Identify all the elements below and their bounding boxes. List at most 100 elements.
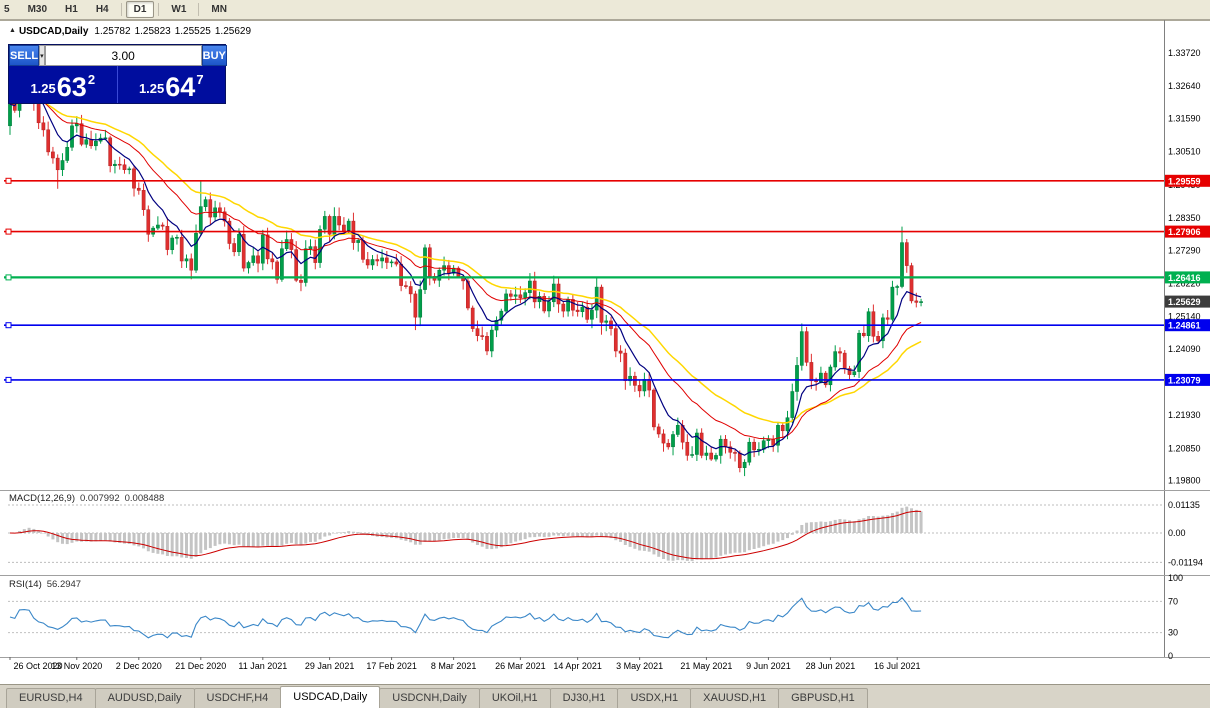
rsi-value: 56.2947 bbox=[46, 579, 82, 590]
svg-text:0.01135: 0.01135 bbox=[1168, 500, 1200, 510]
svg-text:1.29559: 1.29559 bbox=[1168, 176, 1201, 186]
chart-tab-usdchf-h4[interactable]: USDCHF,H4 bbox=[193, 688, 282, 708]
svg-text:0.00: 0.00 bbox=[1168, 528, 1186, 538]
chart-frame bbox=[0, 20, 1210, 658]
svg-text:11 Jan 2021: 11 Jan 2021 bbox=[238, 661, 287, 671]
svg-text:1.33720: 1.33720 bbox=[1168, 48, 1201, 58]
svg-text:0: 0 bbox=[1168, 651, 1173, 661]
buy-price-big: 64 bbox=[165, 72, 196, 102]
svg-text:26 Mar 2021: 26 Mar 2021 bbox=[495, 661, 546, 671]
sell-price-big: 63 bbox=[56, 72, 87, 102]
timeframe-toolbar: 5 M30 H1 H4 D1 W1 MN bbox=[0, 0, 1210, 20]
svg-text:14 Apr 2021: 14 Apr 2021 bbox=[553, 661, 602, 671]
chart-tab-eurusd-h4[interactable]: EURUSD,H4 bbox=[6, 688, 96, 708]
toolbar-separator bbox=[158, 3, 160, 16]
timeframe-button-H4[interactable]: H4 bbox=[95, 4, 109, 15]
svg-text:1.21930: 1.21930 bbox=[1168, 410, 1201, 420]
svg-text:1.27290: 1.27290 bbox=[1168, 246, 1201, 256]
sell-button[interactable]: SELL bbox=[9, 45, 40, 66]
chart-tab-usdcad-daily[interactable]: USDCAD,Daily bbox=[280, 686, 381, 708]
chart-tab-audusd-daily[interactable]: AUDUSD,Daily bbox=[94, 688, 195, 708]
svg-text:1.24861: 1.24861 bbox=[1168, 321, 1201, 331]
macd-value: 0.007992 bbox=[80, 493, 120, 504]
svg-text:1.27906: 1.27906 bbox=[1168, 227, 1201, 237]
svg-text:2 Dec 2020: 2 Dec 2020 bbox=[116, 661, 162, 671]
chart-tab-bar: EURUSD,H4 AUDUSD,Daily USDCHF,H4 USDCAD,Dai… bbox=[0, 684, 1210, 708]
chart-tab-gbpusd-h1[interactable]: GBPUSD,H1 bbox=[778, 688, 868, 708]
sell-price-sup: 2 bbox=[87, 72, 96, 87]
rsi-label: RSI(14) bbox=[9, 579, 42, 590]
low-value: 1.25525 bbox=[174, 26, 211, 37]
svg-text:16 Jul 2021: 16 Jul 2021 bbox=[874, 661, 921, 671]
timeframe-button-D1[interactable]: D1 bbox=[125, 1, 155, 18]
svg-text:8 Mar 2021: 8 Mar 2021 bbox=[431, 661, 477, 671]
moving-average-21 bbox=[9, 95, 922, 440]
timeframe-button-W1[interactable]: W1 bbox=[171, 4, 187, 15]
svg-text:21 Dec 2020: 21 Dec 2020 bbox=[175, 661, 226, 671]
svg-text:1.31590: 1.31590 bbox=[1168, 113, 1201, 123]
svg-text:100: 100 bbox=[1168, 573, 1183, 583]
timeframe-button-H1[interactable]: H1 bbox=[65, 4, 78, 15]
lot-size-input[interactable] bbox=[44, 45, 202, 66]
svg-text:1.32640: 1.32640 bbox=[1168, 81, 1201, 91]
rsi-header: RSI(14) 56.2947 bbox=[9, 579, 81, 590]
macd-signal-value: 0.008488 bbox=[124, 493, 165, 504]
svg-text:1.24090: 1.24090 bbox=[1168, 344, 1201, 354]
timeframe-button-M30[interactable]: M30 bbox=[27, 4, 48, 15]
buy-price-base: 1.25 bbox=[138, 81, 165, 96]
chart-canvas[interactable]: 1.337201.326401.315901.305101.294301.283… bbox=[0, 20, 1210, 684]
svg-text:1.26416: 1.26416 bbox=[1168, 273, 1201, 283]
lot-dropdown-button[interactable]: ▾ bbox=[39, 45, 45, 66]
toolbar-separator bbox=[120, 3, 122, 16]
sell-price-base: 1.25 bbox=[30, 81, 56, 96]
symbol-label: USDCAD,Daily bbox=[18, 26, 89, 37]
svg-text:-0.01194: -0.01194 bbox=[1168, 557, 1203, 567]
chart-tab-usdcnh-daily[interactable]: USDCNH,Daily bbox=[379, 688, 480, 708]
macd-header: MACD(12,26,9) 0.007992 0.008488 bbox=[9, 493, 164, 504]
chart-tab-usdx-h1[interactable]: USDX,H1 bbox=[617, 688, 692, 708]
chart-tab-dj30-h1[interactable]: DJ30,H1 bbox=[549, 688, 619, 708]
horizontal-lines[interactable] bbox=[4, 177, 1164, 383]
buy-price-sup: 7 bbox=[196, 72, 204, 87]
price-axis-badges: 1.29559 1.27906 1.26416 1.25629 1.24861 1.230… bbox=[1165, 174, 1210, 386]
svg-text:1.20850: 1.20850 bbox=[1168, 443, 1201, 453]
buy-button[interactable]: BUY bbox=[201, 45, 227, 66]
moving-average-8 bbox=[9, 85, 922, 456]
svg-text:21 May 2021: 21 May 2021 bbox=[680, 661, 732, 671]
chevron-down-icon: ▾ bbox=[40, 52, 44, 60]
buy-price-display[interactable]: 1.25 64 7 bbox=[116, 66, 226, 103]
svg-text:70: 70 bbox=[1168, 596, 1178, 606]
svg-text:1.25140: 1.25140 bbox=[1168, 312, 1201, 322]
close-value: 1.25629 bbox=[214, 26, 252, 37]
timeframe-button-5[interactable]: 5 bbox=[4, 4, 10, 15]
one-click-trading-panel: SELL ▾ BUY 1.25 63 2 1.25 64 7 bbox=[8, 44, 227, 104]
svg-text:13 Nov 2020: 13 Nov 2020 bbox=[51, 661, 102, 671]
rsi-levels: 100 70 30 0 bbox=[8, 573, 1183, 661]
macd-histogram bbox=[13, 506, 923, 562]
moving-average-34 bbox=[9, 98, 922, 424]
candlestick-series bbox=[8, 59, 923, 477]
svg-text:1.30510: 1.30510 bbox=[1168, 147, 1201, 157]
svg-text:29 Jan 2021: 29 Jan 2021 bbox=[305, 661, 355, 671]
svg-text:17 Feb 2021: 17 Feb 2021 bbox=[366, 661, 417, 671]
svg-text:3 May 2021: 3 May 2021 bbox=[616, 661, 663, 671]
svg-text:30: 30 bbox=[1168, 628, 1178, 638]
svg-text:26 Oct 2020: 26 Oct 2020 bbox=[13, 661, 62, 671]
toolbar-separator bbox=[198, 3, 200, 16]
svg-text:1.26220: 1.26220 bbox=[1168, 278, 1201, 288]
svg-text:28 Jun 2021: 28 Jun 2021 bbox=[806, 661, 856, 671]
svg-text:1.19800: 1.19800 bbox=[1168, 476, 1201, 486]
chart-tab-xauusd-h1[interactable]: XAUUSD,H1 bbox=[690, 688, 780, 708]
timeframe-button-MN[interactable]: MN bbox=[211, 4, 227, 15]
svg-text:9 Jun 2021: 9 Jun 2021 bbox=[746, 661, 791, 671]
svg-text:1.23079: 1.23079 bbox=[1168, 375, 1201, 385]
open-value: 1.25782 bbox=[94, 26, 131, 37]
chart-tab-ukoil-h1[interactable]: UKOil,H1 bbox=[478, 688, 551, 708]
sell-price-display[interactable]: 1.25 63 2 bbox=[9, 66, 117, 103]
ohlc-header: ▲ USDCAD,Daily 1.25782 1.25823 1.25525 1.2562… bbox=[9, 26, 255, 37]
price-axis-labels: 1.337201.326401.315901.305101.294301.283… bbox=[1168, 48, 1201, 486]
rsi-line bbox=[9, 596, 922, 639]
high-value: 1.25823 bbox=[134, 26, 171, 37]
collapse-triangle-icon[interactable]: ▲ bbox=[9, 27, 16, 34]
